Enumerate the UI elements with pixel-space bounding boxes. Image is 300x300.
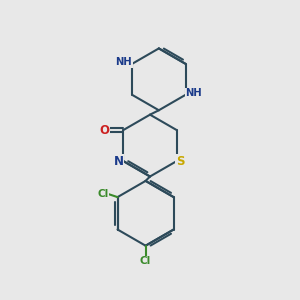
Text: Cl: Cl (140, 256, 151, 266)
Text: N: N (114, 154, 124, 167)
Text: O: O (99, 124, 109, 136)
Text: Cl: Cl (97, 189, 108, 199)
Text: S: S (176, 154, 184, 167)
Text: NH: NH (185, 88, 202, 98)
Text: NH: NH (116, 57, 132, 68)
